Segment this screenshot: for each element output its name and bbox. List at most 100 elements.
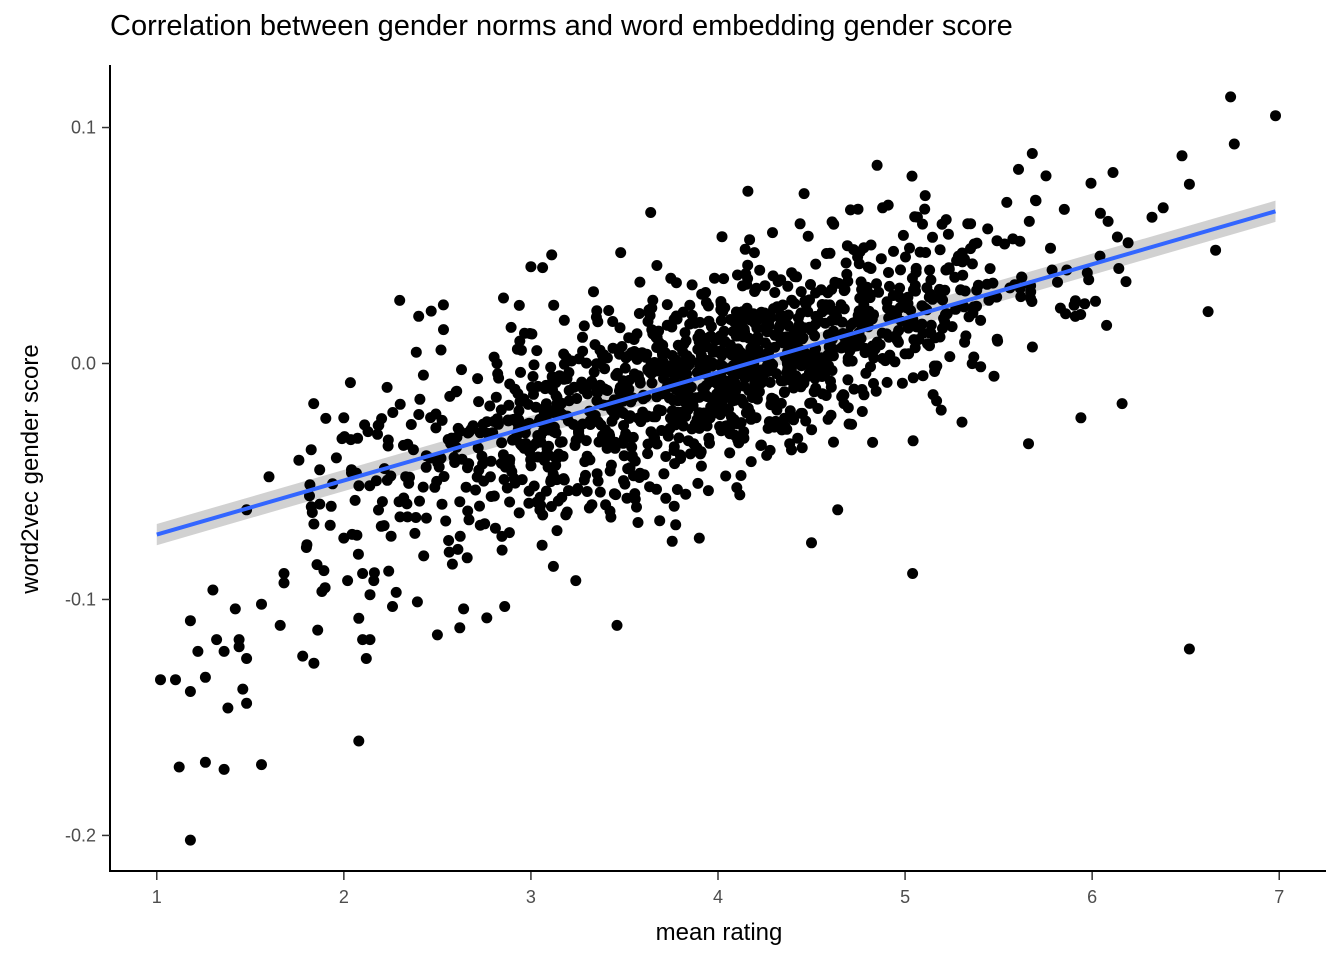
data-point — [523, 497, 535, 509]
data-point-outlier — [570, 575, 582, 587]
data-point — [554, 436, 566, 448]
data-point — [908, 334, 920, 346]
data-point — [755, 439, 767, 451]
data-point — [548, 299, 560, 311]
data-point — [684, 448, 696, 460]
data-point — [850, 336, 861, 348]
data-point — [488, 490, 500, 502]
data-point — [589, 339, 601, 351]
data-point — [417, 481, 429, 493]
data-point — [840, 257, 852, 269]
data-point — [474, 519, 486, 531]
data-point — [642, 364, 654, 376]
data-point — [907, 372, 919, 384]
data-point — [1023, 215, 1035, 227]
data-point — [653, 404, 664, 416]
data-point — [816, 371, 828, 382]
data-point — [792, 432, 804, 444]
data-point — [769, 287, 781, 298]
data-point — [871, 278, 882, 290]
data-point — [855, 276, 867, 288]
data-point — [695, 446, 707, 458]
data-point-outlier — [218, 763, 230, 775]
data-point-outlier — [798, 188, 810, 200]
data-point — [868, 352, 880, 364]
data-point — [895, 264, 906, 276]
data-point — [430, 422, 442, 434]
y-tick-label: -0.1 — [65, 589, 96, 609]
data-point — [650, 331, 662, 343]
data-point — [890, 330, 902, 342]
data-point — [859, 342, 871, 354]
data-point — [729, 378, 741, 390]
data-point — [646, 377, 658, 389]
data-point — [674, 449, 686, 461]
data-point — [939, 284, 951, 296]
data-point — [663, 392, 675, 404]
data-point — [444, 390, 456, 402]
data-point — [1013, 163, 1024, 175]
data-point-outlier — [907, 568, 919, 579]
data-point — [882, 302, 894, 314]
data-point — [551, 391, 563, 403]
data-point — [658, 468, 670, 480]
data-point — [784, 438, 796, 450]
data-point — [725, 344, 736, 356]
data-point — [413, 409, 425, 420]
data-point-outlier — [338, 412, 350, 424]
fit-line — [156, 209, 1277, 537]
data-point — [975, 314, 987, 326]
data-point — [861, 288, 873, 300]
data-point — [530, 401, 542, 413]
data-point — [563, 485, 574, 497]
data-point — [910, 285, 921, 297]
data-point — [1068, 299, 1080, 311]
data-point — [665, 272, 677, 284]
data-point — [548, 407, 560, 419]
data-point-outlier — [308, 518, 320, 530]
data-point-outlier — [233, 641, 245, 653]
data-point — [927, 231, 938, 243]
data-point — [570, 434, 582, 446]
data-point — [655, 359, 667, 371]
chart-title: Correlation between gender norms and wor… — [110, 10, 1013, 42]
data-point — [700, 297, 712, 308]
data-point — [729, 394, 741, 406]
data-point — [495, 457, 507, 469]
data-point — [702, 485, 714, 497]
data-point — [489, 522, 501, 534]
data-point — [686, 279, 698, 291]
data-point — [808, 365, 820, 377]
data-point — [496, 544, 508, 556]
data-point-outlier — [443, 535, 455, 546]
data-point — [1122, 237, 1134, 249]
data-point — [795, 407, 807, 419]
data-point — [590, 311, 602, 323]
data-point — [907, 435, 919, 447]
data-point — [1102, 215, 1114, 227]
data-point — [759, 280, 771, 292]
data-point — [387, 407, 399, 418]
data-point — [1069, 310, 1081, 322]
data-point — [952, 250, 964, 262]
data-point — [516, 474, 528, 486]
data-point — [809, 330, 821, 342]
data-point — [671, 484, 683, 495]
data-point — [739, 243, 751, 255]
data-point — [628, 346, 640, 357]
data-point-outlier — [547, 560, 559, 572]
data-point — [684, 299, 696, 311]
data-point — [1101, 319, 1113, 331]
data-point — [532, 430, 544, 441]
data-point — [490, 391, 502, 403]
data-point — [796, 442, 808, 454]
data-point — [660, 492, 672, 504]
data-point — [745, 342, 757, 354]
data-point — [580, 357, 592, 369]
data-point — [626, 441, 638, 453]
data-point — [752, 332, 764, 343]
data-point — [651, 260, 663, 271]
data-point — [440, 515, 452, 527]
data-point — [810, 258, 822, 270]
data-point — [596, 349, 608, 361]
